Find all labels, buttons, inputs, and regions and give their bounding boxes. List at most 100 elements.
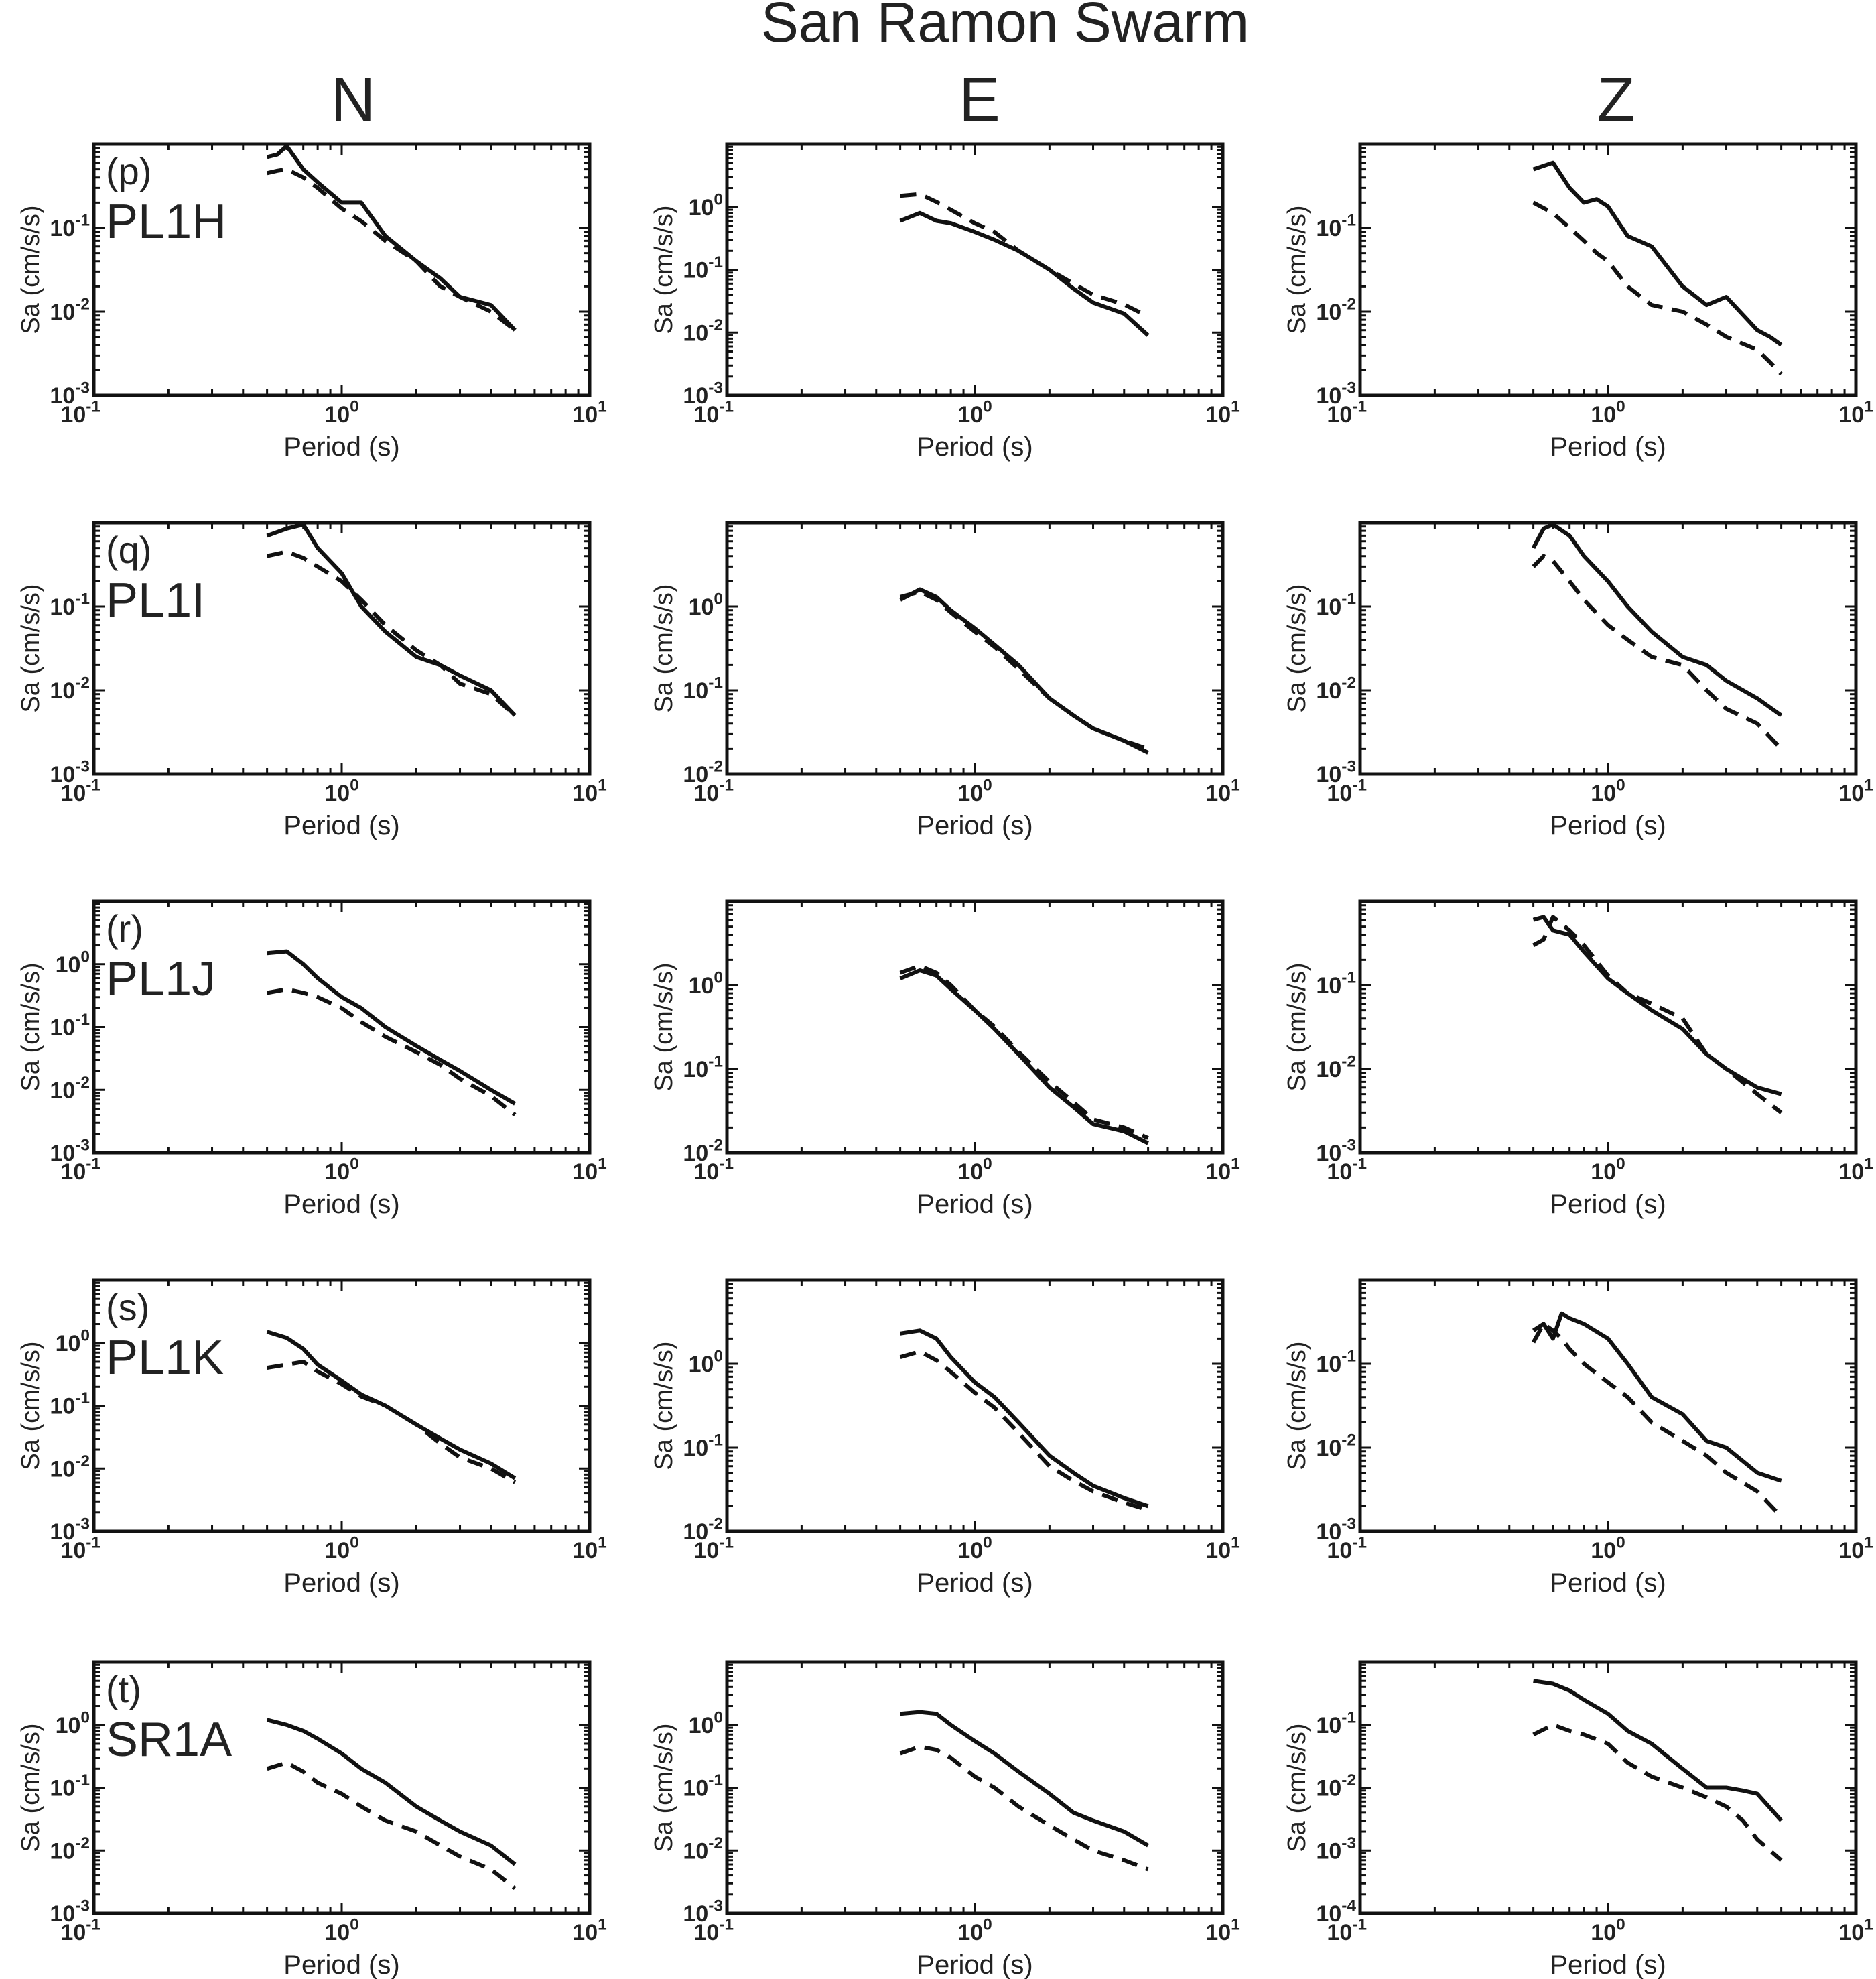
y-tick-label: 10-2 — [1316, 1431, 1356, 1461]
y-tick-label: 10-2 — [50, 1452, 90, 1482]
x-tick-label: 100 — [957, 1916, 992, 1945]
y-axis-label: Sa (cm/s/s) — [1283, 1723, 1311, 1852]
y-axis-label: Sa (cm/s/s) — [1283, 584, 1311, 712]
panel-letter: (s) — [106, 1286, 149, 1328]
y-tick-label: 10-3 — [50, 1897, 90, 1927]
x-tick-label: 10-1 — [1327, 777, 1367, 806]
y-tick-label: 10-3 — [50, 1515, 90, 1545]
y-axis-label: Sa (cm/s/s) — [17, 205, 45, 334]
x-tick-label: 100 — [1591, 398, 1625, 428]
series-line-solid — [266, 1718, 517, 1866]
series-line-dashed — [266, 1761, 517, 1891]
plot-frame — [725, 142, 1225, 397]
x-tick-label: 100 — [324, 398, 358, 428]
y-axis-label: Sa (cm/s/s) — [650, 584, 678, 712]
y-tick-label: 10-2 — [683, 1834, 723, 1864]
panel-letter: (q) — [106, 529, 151, 571]
y-axis-label: Sa (cm/s/s) — [650, 962, 678, 1091]
x-axis-label: Period (s) — [283, 432, 399, 462]
x-tick-label: 101 — [1838, 1916, 1873, 1945]
x-tick-label: 10-1 — [60, 1155, 100, 1185]
y-tick-label: 10-3 — [50, 1137, 90, 1166]
series-line-solid — [899, 210, 1150, 337]
y-tick-label: 10-1 — [50, 1771, 90, 1801]
series-line-dashed — [267, 987, 517, 1116]
x-tick-label: 101 — [1838, 1534, 1873, 1563]
station-label: PL1H — [106, 195, 226, 249]
series-line-solid — [1531, 522, 1783, 718]
x-tick-label: 101 — [572, 1916, 606, 1945]
x-tick-label: 101 — [1838, 1155, 1873, 1185]
y-axis-label: Sa (cm/s/s) — [17, 584, 45, 712]
chart-panel-5-n: 10-1 100 101 10-3 10-2 10-1 100 Period (s) Sa (c… — [17, 1660, 607, 1979]
station-label: PL1I — [106, 574, 205, 627]
x-axis-label: Period (s) — [283, 1950, 399, 1979]
y-tick-label: 100 — [689, 969, 723, 999]
y-tick-label: 10-3 — [50, 758, 90, 787]
x-tick-label: 101 — [1838, 398, 1873, 428]
chart-panel-2-n: 10-1 100 101 10-3 10-2 10-1 Period (s) Sa (cm/s… — [17, 521, 607, 840]
plot-frame — [725, 1278, 1225, 1533]
y-tick-label: 100 — [689, 590, 723, 620]
x-tick-label: 10-1 — [693, 398, 734, 428]
y-tick-label: 100 — [689, 190, 723, 220]
chart-panel-2-z: 10-1 100 101 10-3 10-2 10-1 Period (s) Sa (cm/s… — [1283, 521, 1873, 840]
series-line-dashed — [899, 1349, 1149, 1512]
plot-frame — [1358, 1660, 1858, 1915]
x-tick-label: 100 — [324, 1916, 358, 1945]
x-tick-label: 101 — [572, 398, 606, 428]
x-tick-label: 10-1 — [693, 1916, 734, 1945]
y-tick-label: 10-2 — [50, 674, 90, 704]
y-tick-label: 10-2 — [50, 296, 90, 325]
series-line-dashed — [1532, 915, 1783, 1114]
y-tick-label: 10-2 — [683, 316, 723, 346]
x-tick-label: 100 — [957, 777, 992, 806]
series-line-solid — [1533, 1679, 1783, 1822]
chart-panel-3-z: 10-1 100 101 10-3 10-2 10-1 Period (s) Sa (cm/s… — [1283, 899, 1873, 1219]
y-tick-label: 100 — [689, 1708, 723, 1738]
x-axis-label: Period (s) — [283, 1568, 399, 1598]
x-tick-label: 10-1 — [693, 1534, 734, 1563]
x-tick-label: 10-1 — [1327, 1916, 1367, 1945]
y-tick-label: 10-1 — [1316, 969, 1356, 999]
series-line-dashed — [900, 192, 1149, 318]
y-axis-label: Sa (cm/s/s) — [1283, 1341, 1311, 1470]
plot-frame — [1358, 899, 1858, 1155]
x-tick-label: 100 — [1591, 1155, 1625, 1185]
x-tick-label: 100 — [324, 777, 358, 806]
x-tick-label: 100 — [1591, 1534, 1625, 1563]
y-tick-label: 10-2 — [1316, 296, 1356, 325]
x-tick-label: 101 — [1205, 1155, 1240, 1185]
y-tick-label: 10-1 — [1316, 212, 1356, 241]
y-tick-label: 10-2 — [50, 1834, 90, 1864]
x-tick-label: 100 — [1591, 1916, 1625, 1945]
y-tick-label: 10-1 — [50, 1011, 90, 1040]
y-tick-label: 100 — [56, 1326, 90, 1356]
panel-letter: (t) — [106, 1668, 141, 1710]
plot-frame — [725, 521, 1225, 776]
plot-frame — [725, 1660, 1225, 1915]
series-line-dashed — [1532, 554, 1783, 751]
x-axis-label: Period (s) — [917, 1190, 1032, 1219]
plot-frame — [92, 1278, 592, 1533]
y-axis-label: Sa (cm/s/s) — [650, 1723, 678, 1852]
y-axis-label: Sa (cm/s/s) — [650, 1341, 678, 1470]
y-tick-label: 10-3 — [50, 379, 90, 409]
figure-title: San Ramon Swarm — [761, 0, 1249, 54]
column-header-e: E — [959, 66, 1000, 134]
chart-panel-5-e: 10-1 100 101 10-3 10-2 10-1 100 Period (s) Sa (c… — [650, 1660, 1240, 1979]
x-axis-label: Period (s) — [917, 1568, 1032, 1598]
x-tick-label: 100 — [957, 1155, 992, 1185]
y-tick-label: 10-1 — [683, 253, 723, 283]
x-tick-label: 101 — [572, 1534, 606, 1563]
y-tick-label: 10-1 — [1316, 1348, 1356, 1377]
y-tick-label: 10-2 — [683, 758, 723, 787]
station-label: PL1J — [106, 952, 216, 1006]
series-line-solid — [266, 143, 517, 332]
y-tick-label: 10-3 — [1316, 1834, 1356, 1864]
y-axis-label: Sa (cm/s/s) — [650, 205, 678, 334]
y-tick-label: 10-3 — [1316, 1515, 1356, 1545]
plot-frame — [92, 521, 592, 776]
x-tick-label: 10-1 — [693, 777, 734, 806]
